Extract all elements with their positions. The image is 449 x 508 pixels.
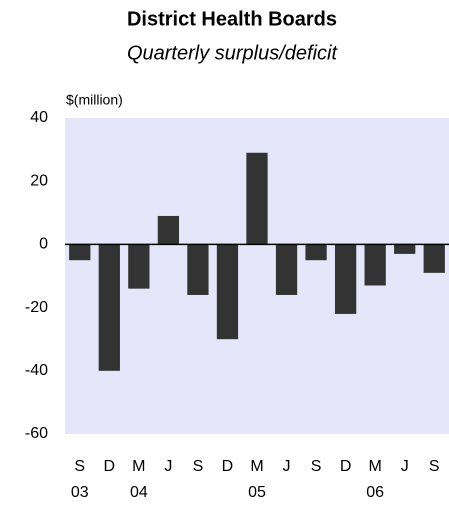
bar bbox=[128, 244, 150, 289]
x-tick-label: J bbox=[164, 458, 172, 475]
x-group-label: 03 bbox=[71, 484, 89, 501]
chart-subtitle: Quarterly surplus/deficit bbox=[127, 42, 339, 64]
bar bbox=[157, 215, 180, 245]
y-tick-label: -20 bbox=[25, 299, 48, 316]
x-tick-label: D bbox=[340, 458, 352, 475]
y-tick-label: 20 bbox=[30, 172, 48, 189]
x-group-label: 04 bbox=[130, 484, 148, 501]
chart-title: District Health Boards bbox=[127, 8, 337, 30]
y-tick-label: -40 bbox=[25, 362, 48, 379]
y-axis-label: $(million) bbox=[66, 92, 123, 108]
y-tick-label: 40 bbox=[30, 109, 48, 126]
x-tick-label: D bbox=[222, 458, 234, 475]
x-group-label: 06 bbox=[366, 484, 384, 501]
x-tick-label: J bbox=[283, 458, 291, 475]
x-tick-label: S bbox=[311, 458, 322, 475]
bar bbox=[364, 244, 386, 286]
x-tick-label: J bbox=[401, 458, 409, 475]
x-tick-label: S bbox=[74, 458, 85, 475]
x-tick-label: M bbox=[132, 458, 145, 475]
bar bbox=[423, 244, 445, 273]
bar bbox=[69, 244, 91, 261]
x-tick-label: S bbox=[193, 458, 204, 475]
y-tick-label: 0 bbox=[39, 236, 48, 253]
bar bbox=[275, 244, 298, 295]
y-tick-label: -60 bbox=[25, 425, 48, 442]
bar bbox=[98, 244, 120, 371]
bar bbox=[394, 244, 416, 254]
x-tick-label: S bbox=[429, 458, 440, 475]
bar bbox=[216, 244, 239, 340]
x-tick-label: D bbox=[104, 458, 116, 475]
x-group-label: 05 bbox=[248, 484, 266, 501]
bar bbox=[187, 244, 209, 295]
x-tick-label: M bbox=[250, 458, 263, 475]
bar bbox=[305, 244, 327, 261]
x-tick-label: M bbox=[368, 458, 381, 475]
bar bbox=[246, 152, 268, 245]
bar bbox=[334, 244, 357, 314]
